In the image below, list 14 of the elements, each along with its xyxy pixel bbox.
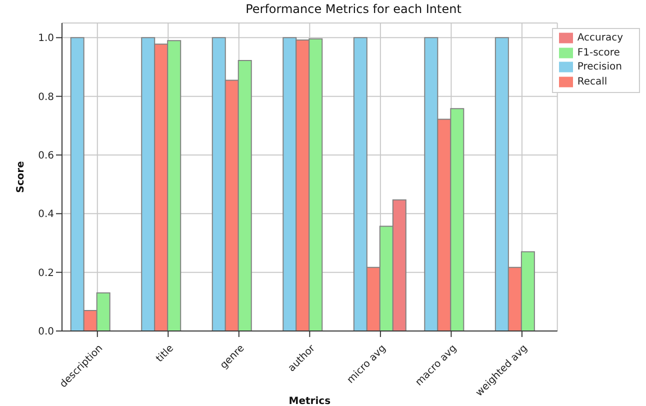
legend-label: Precision [577,62,622,74]
x-axis-title: Metrics [288,396,331,406]
y-axis-title: Score [16,160,27,193]
legend-label: Recall [577,76,608,88]
y-tick-label: 0.0 [38,326,54,338]
y-tick-label: 0.6 [38,150,54,162]
y-tick-label: 0.4 [38,209,54,220]
y-tick-label: 1.0 [38,33,54,44]
chart-title: Performance Metrics for each Intent [244,2,462,16]
y-tick-label: 0.2 [38,268,54,279]
legend-label: F1-score [577,47,620,58]
y-tick-label: 0.8 [38,92,54,103]
x-tick-label: title [154,343,176,365]
legend-label: Accuracy [577,32,623,44]
